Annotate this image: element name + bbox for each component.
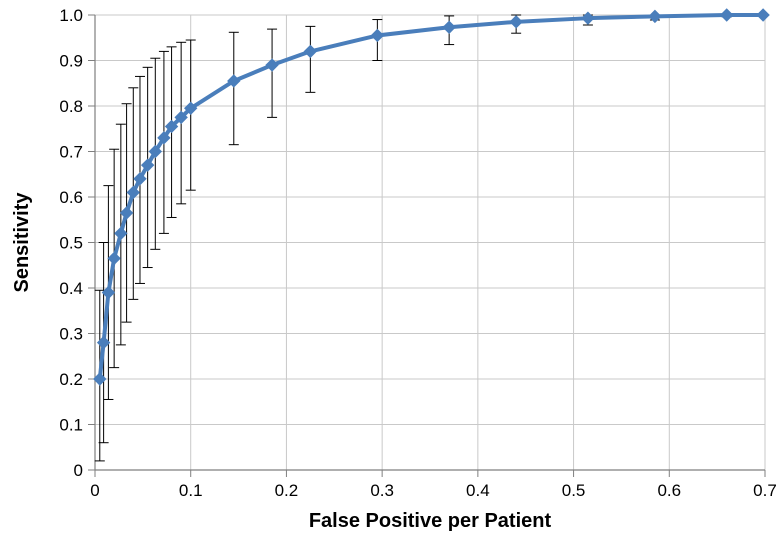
x-tick-label: 0.4 xyxy=(466,481,490,500)
y-tick-label: 0 xyxy=(74,461,83,480)
y-tick-label: 0.9 xyxy=(59,52,83,71)
y-tick-label: 0.1 xyxy=(59,416,83,435)
y-tick-label: 0.4 xyxy=(59,279,83,298)
chart-container: 0 0.1 0.2 0.3 0.4 0.5 0.6 0.7 0 0.1 0.2 0.3 0.4 0.5 0.… xyxy=(0,0,780,539)
x-tick-label: 0.6 xyxy=(657,481,681,500)
x-tick-label: 0.5 xyxy=(562,481,586,500)
y-tick-label: 0.3 xyxy=(59,325,83,344)
y-tick-label: 1.0 xyxy=(59,6,83,25)
y-tick-label: 0.2 xyxy=(59,370,83,389)
x-axis-label: False Positive per Patient xyxy=(309,510,552,532)
x-tick-label: 0.7 xyxy=(753,481,777,500)
x-tick-label: 0.2 xyxy=(275,481,299,500)
y-tick-label: 0.5 xyxy=(59,234,83,253)
x-tick-label: 0 xyxy=(90,481,99,500)
roc-chart: 0 0.1 0.2 0.3 0.4 0.5 0.6 0.7 0 0.1 0.2 0.3 0.4 0.5 0.… xyxy=(0,0,780,539)
y-axis-label: Sensitivity xyxy=(11,192,33,293)
x-tick-label: 0.3 xyxy=(370,481,394,500)
y-tick-label: 0.7 xyxy=(59,143,83,162)
y-tick-label: 0.6 xyxy=(59,188,83,207)
y-tick-label: 0.8 xyxy=(59,97,83,116)
x-tick-label: 0.1 xyxy=(179,481,203,500)
